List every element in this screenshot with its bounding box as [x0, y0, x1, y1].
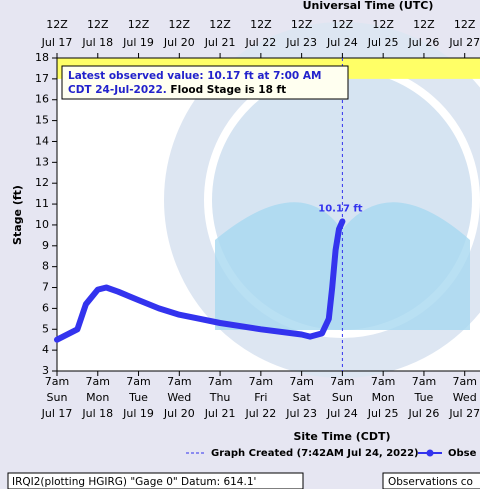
- x-tick-date: Jul 17: [41, 407, 73, 420]
- x-tick-day: Mon: [86, 391, 109, 404]
- y-tick-label: 12: [35, 176, 49, 189]
- x-tick-date: Jul 26: [408, 407, 440, 420]
- y-axis-title: Stage (ft): [11, 185, 24, 245]
- y-tick-label: 8: [42, 260, 49, 273]
- x-tick-day: Thu: [209, 391, 231, 404]
- y-tick-label: 14: [35, 134, 49, 147]
- y-tick-label: 6: [42, 301, 49, 314]
- x2-tick-label: 12Z: [169, 18, 191, 31]
- legend-label: Obse: [448, 448, 477, 459]
- y-tick-label: 11: [35, 197, 49, 210]
- y-tick-label: 17: [35, 72, 49, 85]
- x2-tick-label: 12Z: [413, 18, 435, 31]
- x-tick-date: Jul 22: [244, 407, 276, 420]
- annotation-box: [61, 65, 349, 100]
- x-tick-label: 7am: [86, 375, 110, 388]
- x-tick-day: Sat: [293, 391, 312, 404]
- x2-tick-label: 12Z: [454, 18, 476, 31]
- x2-tick-label: 12Z: [46, 18, 68, 31]
- x-tick-day: Tue: [128, 391, 148, 404]
- x2-tick-date: Jul 27: [448, 36, 480, 49]
- x2-tick-date: Jul 20: [163, 36, 195, 49]
- x-tick-label: 7am: [371, 375, 395, 388]
- x-tick-date: Jul 20: [163, 407, 195, 420]
- y-tick-label: 9: [42, 239, 49, 252]
- y-tick-label: 5: [42, 322, 49, 335]
- x2-tick-date: Jul 22: [244, 36, 276, 49]
- x-tick-day: Fri: [254, 391, 267, 404]
- annotation-line: Latest observed value: 10.17 ft at 7:00 …: [68, 70, 321, 82]
- top-axis-title: Universal Time (UTC): [303, 0, 434, 12]
- legend-marker: [426, 449, 434, 457]
- y-tick-label: 15: [35, 114, 49, 127]
- x2-tick-label: 12Z: [372, 18, 394, 31]
- y-tick-label: 18: [35, 51, 49, 64]
- footer-box: [7, 472, 304, 489]
- x-tick-label: 7am: [412, 375, 436, 388]
- x-tick-label: 7am: [208, 375, 232, 388]
- x-tick-date: Jul 19: [122, 407, 154, 420]
- y-tick-label: 10: [35, 218, 49, 231]
- x-tick-label: 7am: [330, 375, 354, 388]
- annotation-line: CDT 24-Jul-2022. Flood Stage is 18 ft: [68, 84, 286, 96]
- y-tick-label: 13: [35, 155, 49, 168]
- y-tick-label: 7: [42, 281, 49, 294]
- annotation-text: Flood Stage is 18 ft: [170, 84, 286, 96]
- x2-tick-date: Jul 24: [326, 36, 358, 49]
- x2-tick-date: Jul 26: [408, 36, 440, 49]
- x-tick-date: Jul 18: [81, 407, 113, 420]
- x-tick-date: Jul 23: [285, 407, 317, 420]
- x2-tick-label: 12Z: [87, 18, 109, 31]
- x-axis-title: Site Time (CDT): [293, 430, 390, 443]
- x2-tick-date: Jul 23: [285, 36, 317, 49]
- watermark: [215, 202, 470, 330]
- point-label: 10.17 ft: [318, 203, 362, 214]
- x-tick-day: Sun: [332, 391, 353, 404]
- y-tick-label: 3: [42, 364, 49, 377]
- legend-created: Graph Created (7:42AM Jul 24, 2022): [211, 448, 419, 459]
- x-tick-label: 7am: [289, 375, 313, 388]
- x2-tick-label: 12Z: [209, 18, 231, 31]
- x2-tick-label: 12Z: [250, 18, 272, 31]
- x2-tick-label: 12Z: [128, 18, 150, 31]
- x2-tick-date: Jul 25: [367, 36, 399, 49]
- x-tick-label: 7am: [167, 375, 191, 388]
- x-tick-day: Tue: [414, 391, 434, 404]
- x2-tick-date: Jul 19: [122, 36, 154, 49]
- series-line: [54, 218, 346, 343]
- x-tick-day: Wed: [453, 391, 477, 404]
- x-tick-label: 7am: [126, 375, 150, 388]
- x-tick-day: Mon: [372, 391, 395, 404]
- y-tick-label: 4: [42, 343, 49, 356]
- x-tick-date: Jul 27: [448, 407, 480, 420]
- x-tick-label: 7am: [452, 375, 476, 388]
- x-tick-date: Jul 24: [326, 407, 358, 420]
- x-tick-label: 7am: [45, 375, 69, 388]
- x2-tick-date: Jul 18: [81, 36, 113, 49]
- x2-tick-date: Jul 17: [41, 36, 73, 49]
- footer-box: [382, 472, 480, 489]
- x2-tick-label: 12Z: [332, 18, 354, 31]
- annotation-text: CDT 24-Jul-2022.: [68, 84, 167, 96]
- x-tick-day: Sun: [47, 391, 68, 404]
- footer-left: IRQI2(plotting HGIRG) "Gage 0" Datum: 61…: [12, 476, 256, 488]
- footer-right: Observations co: [388, 476, 473, 488]
- plot-border: [56, 57, 480, 372]
- x-tick-day: Wed: [167, 391, 191, 404]
- x2-tick-label: 12Z: [291, 18, 313, 31]
- x-tick-label: 7am: [249, 375, 273, 388]
- x2-tick-date: Jul 21: [204, 36, 236, 49]
- y-tick-label: 16: [35, 93, 49, 106]
- x-tick-date: Jul 21: [204, 407, 236, 420]
- x-tick-date: Jul 25: [367, 407, 399, 420]
